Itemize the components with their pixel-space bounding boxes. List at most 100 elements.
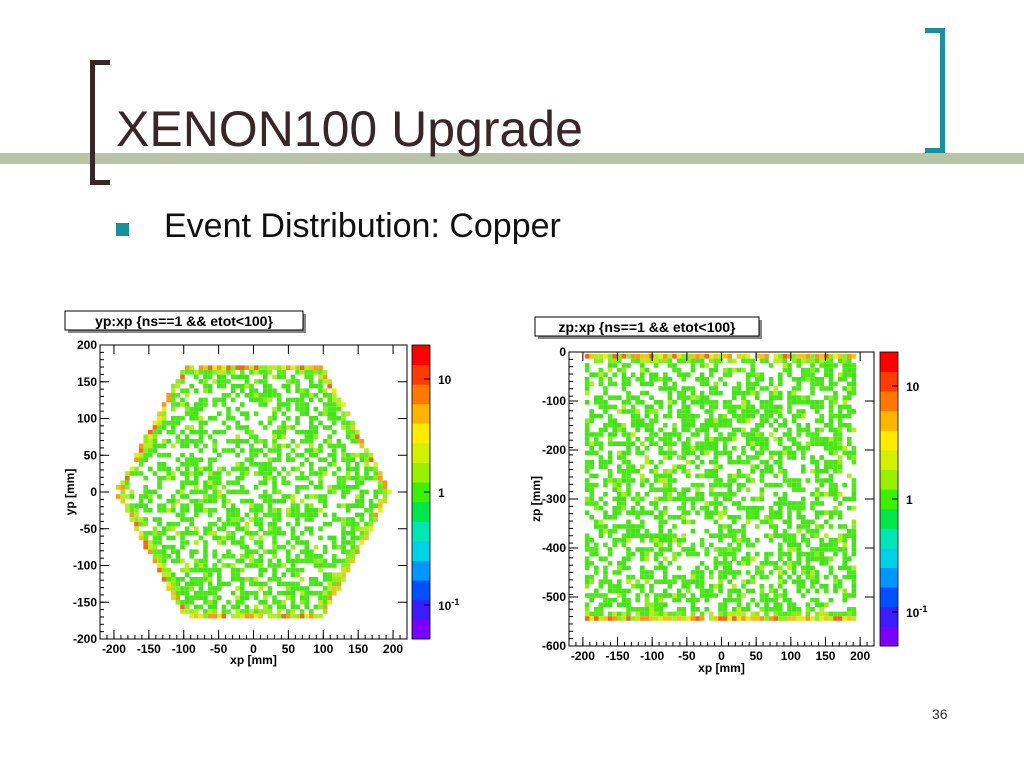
heatmap-cell: [695, 487, 700, 492]
heatmap-cell: [663, 386, 668, 391]
heatmap-cell: [157, 494, 162, 499]
heatmap-cell: [810, 501, 815, 506]
heatmap-cell: [828, 556, 834, 561]
heatmap-cell: [607, 533, 613, 538]
heatmap-cell: [341, 531, 346, 536]
heatmap-cell: [332, 544, 337, 550]
heatmap-cell: [212, 379, 217, 384]
heatmap-cell: [814, 496, 820, 502]
heatmap-cell: [644, 367, 650, 373]
heatmap-cell: [157, 508, 162, 513]
heatmap-cell: [741, 409, 746, 414]
heatmap-cell: [801, 593, 806, 598]
heatmap-cell: [373, 466, 378, 472]
heatmap-cell: [621, 588, 627, 594]
heatmap-cell: [235, 466, 240, 472]
heatmap-cell: [290, 600, 296, 605]
heatmap-cell: [286, 613, 291, 619]
heatmap-cell: [603, 556, 608, 561]
heatmap-cell: [221, 503, 227, 508]
heatmap-cell: [589, 496, 594, 502]
heatmap-cell: [778, 515, 783, 520]
heatmap-cell: [667, 400, 673, 405]
heatmap-cell: [258, 397, 263, 403]
heatmap-cell: [764, 404, 769, 410]
heatmap-cell: [686, 446, 691, 451]
heatmap-cell: [621, 441, 627, 446]
heatmap-cell: [699, 538, 705, 543]
heatmap-cell: [842, 482, 847, 488]
heatmap-cell: [235, 540, 240, 545]
heatmap-cell: [635, 524, 640, 529]
heatmap-cell: [778, 542, 783, 548]
heatmap-cell: [630, 551, 636, 557]
heatmap-cell: [345, 485, 351, 490]
heatmap-cell: [299, 567, 305, 573]
heatmap-cell: [240, 535, 245, 541]
heatmap-cell: [736, 469, 742, 474]
heatmap-cell: [787, 367, 792, 373]
heatmap-cell: [309, 452, 314, 458]
heatmap-cell: [171, 526, 176, 531]
heatmap-cell: [713, 358, 719, 364]
heatmap-cell: [143, 540, 148, 545]
heatmap-cell: [198, 406, 204, 412]
colorbar-segment: [412, 482, 430, 503]
heatmap-cell: [594, 616, 599, 621]
heatmap-cell: [658, 358, 663, 364]
heatmap-cell: [157, 558, 162, 564]
heatmap-cell: [184, 517, 190, 522]
heatmap-cell: [272, 512, 277, 518]
heatmap-cell: [281, 572, 286, 577]
heatmap-cell: [810, 390, 815, 396]
heatmap-cell: [764, 469, 769, 474]
heatmap-cell: [681, 579, 686, 584]
heatmap-cell: [584, 538, 590, 543]
heatmap-cell: [309, 425, 314, 430]
heatmap-cell: [263, 397, 268, 403]
heatmap-cell: [630, 409, 636, 414]
heatmap-cell: [778, 354, 783, 359]
heatmap-cell: [258, 393, 263, 398]
heatmap-cell: [690, 418, 696, 423]
heatmap-cell: [198, 567, 204, 573]
heatmap-cell: [272, 406, 277, 412]
heatmap-cell: [782, 579, 788, 584]
heatmap-cell: [143, 517, 148, 522]
heatmap-cell: [607, 395, 613, 400]
heatmap-cell: [189, 498, 194, 504]
heatmap-cell: [750, 432, 755, 437]
heatmap-cell: [621, 565, 627, 571]
heatmap-cell: [732, 413, 737, 419]
heatmap-cell: [686, 496, 691, 502]
heatmap-cell: [184, 609, 190, 614]
heatmap-cell: [727, 496, 732, 502]
heatmap-cell: [341, 489, 346, 495]
heatmap-cell: [207, 485, 213, 490]
heatmap-cell: [203, 388, 208, 393]
heatmap-cell: [129, 512, 135, 518]
heatmap-cell: [722, 574, 728, 580]
heatmap-cell: [782, 418, 788, 423]
x-tick-label: -200: [102, 642, 126, 656]
heatmap-cell: [198, 498, 204, 504]
heatmap-cell: [240, 609, 245, 614]
heatmap-cell: [626, 450, 631, 456]
heatmap-cell: [732, 533, 737, 538]
heatmap-cell: [649, 427, 654, 433]
heatmap-cell: [851, 427, 857, 433]
heatmap-cell: [727, 492, 732, 497]
heatmap-cell: [791, 579, 797, 584]
heatmap-cell: [768, 561, 774, 566]
heatmap-cell: [653, 611, 659, 617]
heatmap-cell: [272, 365, 277, 370]
heatmap-cell: [759, 561, 765, 566]
heatmap-cell: [649, 574, 654, 580]
heatmap-cell: [663, 616, 668, 621]
heatmap-cell: [345, 452, 351, 458]
heatmap-cell: [681, 354, 686, 359]
heatmap-cell: [667, 616, 673, 621]
heatmap-cell: [267, 383, 273, 389]
heatmap-cell: [272, 393, 277, 398]
heatmap-cell: [741, 473, 746, 479]
